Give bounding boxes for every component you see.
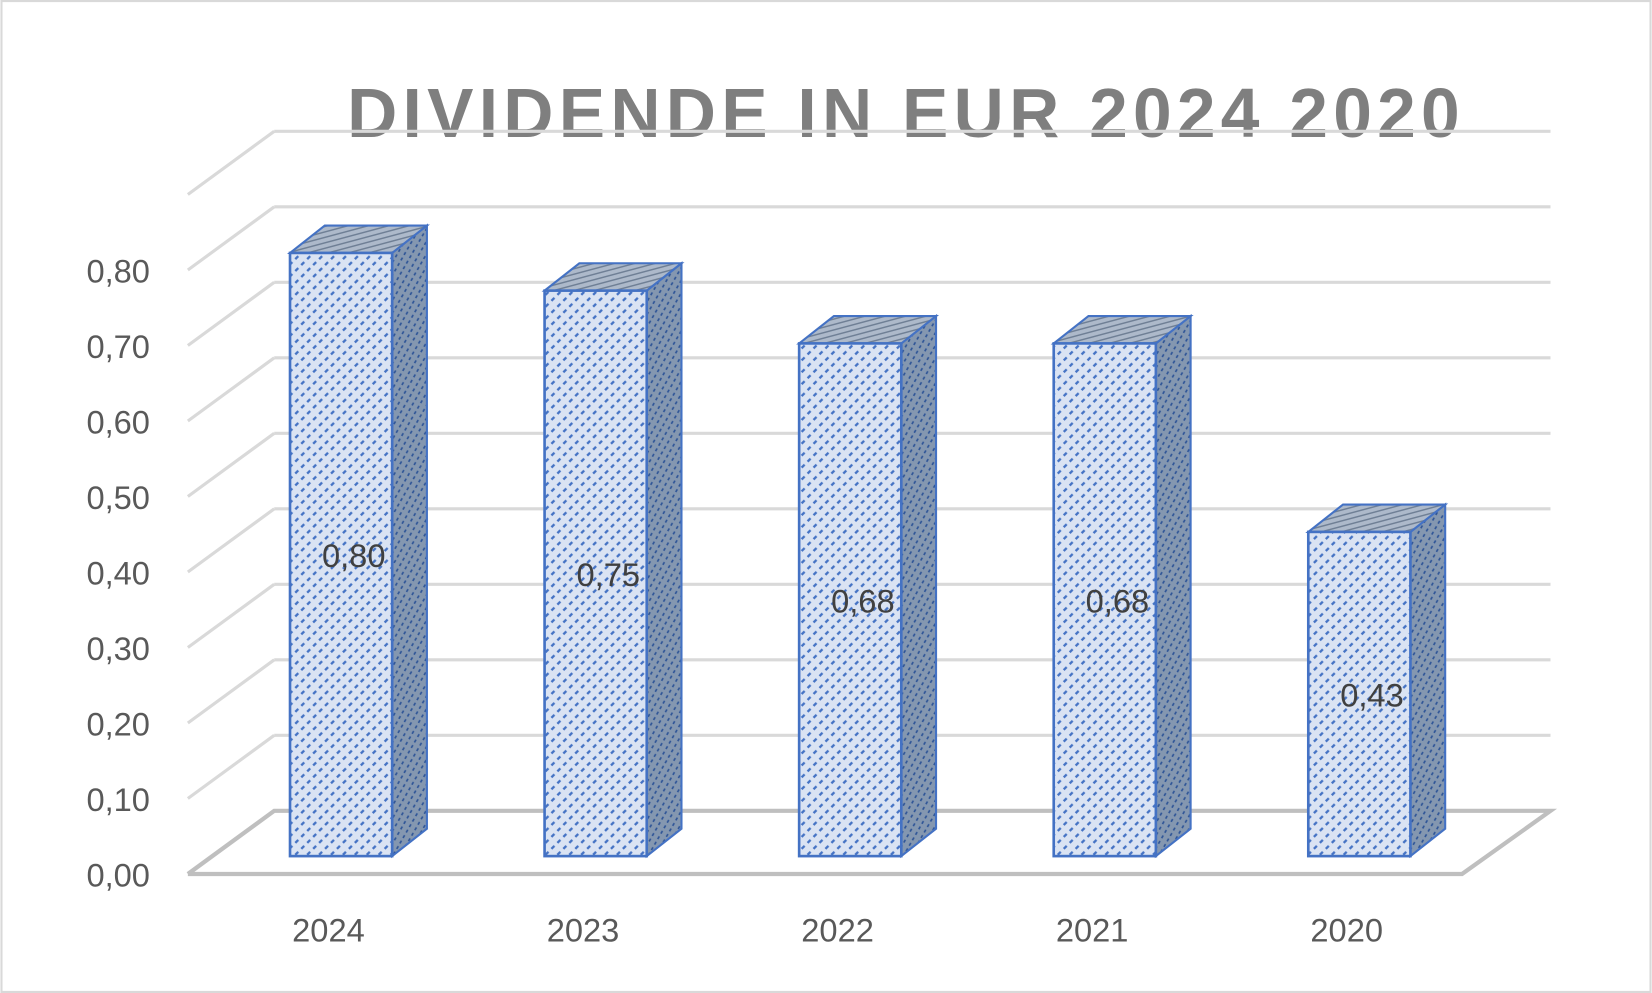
floor <box>186 808 1558 877</box>
x-tick-label: 2022 <box>801 911 874 948</box>
y-tick-label: 0,70 <box>86 328 150 365</box>
x-tick-label: 2021 <box>1056 911 1129 948</box>
gridline-side <box>186 432 276 498</box>
data-label: 0,80 <box>322 537 386 574</box>
bar-2023 <box>541 261 685 859</box>
x-tick-label: 2024 <box>292 911 365 948</box>
bar-front <box>1052 342 1158 858</box>
y-tick-label: 0,10 <box>86 781 150 818</box>
gridline-side <box>186 583 276 649</box>
x-tick-label: 2020 <box>1310 911 1383 948</box>
bar-front <box>543 289 649 858</box>
bar-front <box>797 342 903 858</box>
data-label: 0,43 <box>1340 677 1404 714</box>
gridline-side <box>186 130 276 196</box>
bar-2024 <box>286 223 430 859</box>
bar-2020 <box>1305 502 1449 859</box>
y-tick-label: 0,80 <box>86 253 150 290</box>
y-tick-label: 0,20 <box>86 706 150 743</box>
bar-side <box>900 313 938 859</box>
y-tick-label: 0,40 <box>86 555 150 592</box>
y-tick-label: 0,60 <box>86 404 150 441</box>
gridline-side <box>186 205 276 272</box>
gridline-side <box>186 734 276 800</box>
gridline-side <box>186 507 276 574</box>
data-label: 0,68 <box>831 582 895 619</box>
data-label: 0,68 <box>1086 582 1150 619</box>
y-tick-label: 0,00 <box>86 857 150 894</box>
x-tick-label: 2023 <box>547 911 620 948</box>
bar-side <box>1409 502 1447 859</box>
data-label: 0,75 <box>577 556 641 593</box>
gridline-side <box>186 281 276 347</box>
bar-side <box>645 261 683 859</box>
bar-side <box>391 223 428 859</box>
bar-2021 <box>1050 313 1194 859</box>
gridline-side <box>186 658 276 725</box>
y-tick-label: 0,30 <box>86 630 150 667</box>
chart-title: DIVIDENDE IN EUR 2024 2020 <box>347 74 1465 152</box>
bar-front <box>288 251 394 858</box>
bar-2022 <box>796 313 940 859</box>
gridline-side <box>186 356 276 423</box>
bar-front <box>1306 530 1412 858</box>
y-tick-label: 0,50 <box>86 479 150 516</box>
bar-side <box>1154 313 1192 859</box>
